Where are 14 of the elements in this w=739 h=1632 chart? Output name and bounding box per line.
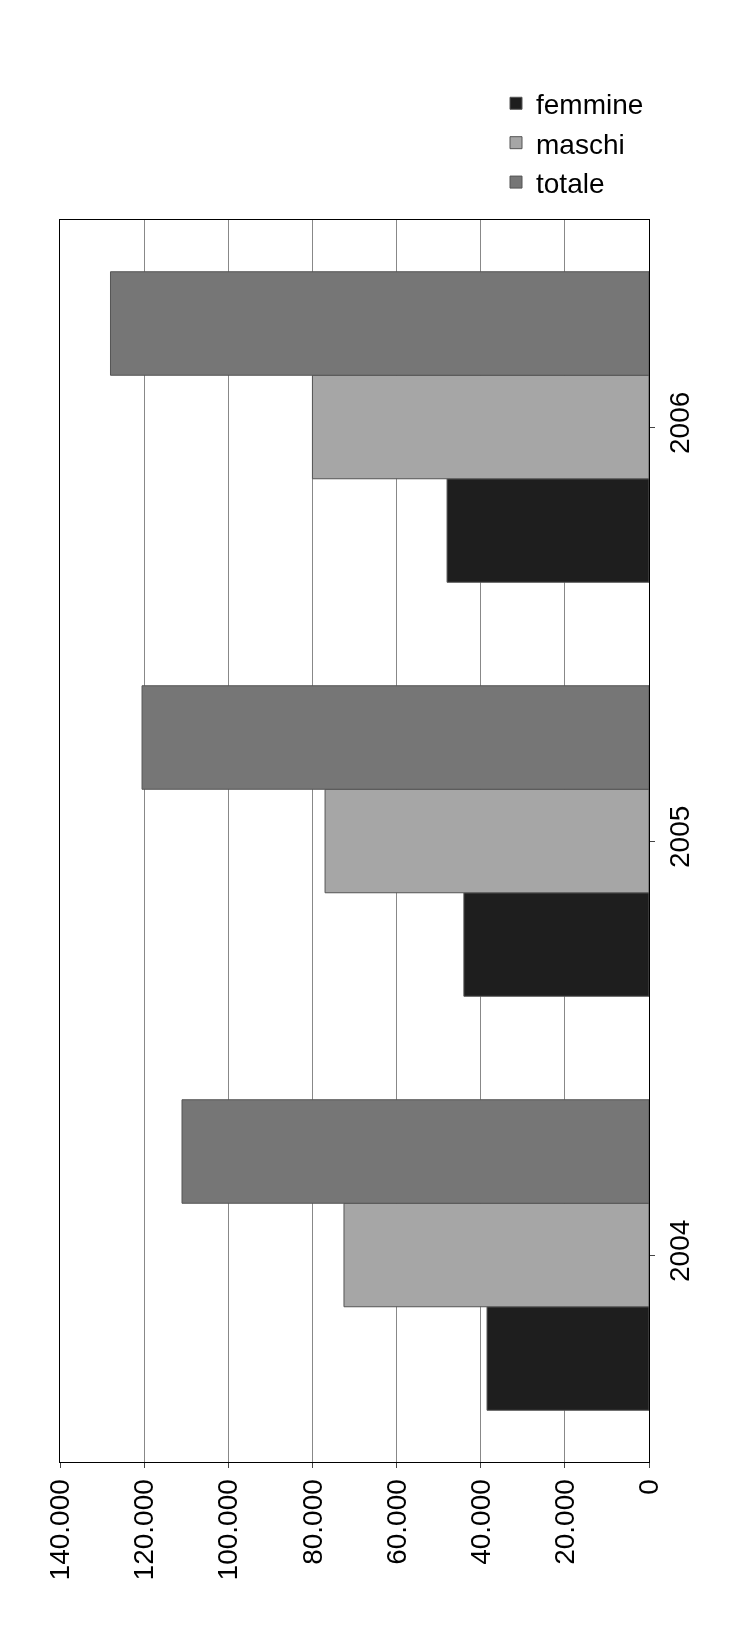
y-tick-label: 2006 — [663, 391, 695, 454]
x-tick-label: 60.000 — [380, 1479, 412, 1565]
legend-label: maschi — [536, 128, 625, 160]
y-tick-label: 2005 — [663, 805, 695, 868]
x-tick-label: 140.000 — [44, 1479, 76, 1581]
legend-label: femmine — [536, 89, 644, 121]
legend-label: totale — [536, 168, 605, 199]
x-tick-label: 80.000 — [296, 1479, 328, 1565]
x-tick-label: 0 — [633, 1479, 665, 1495]
x-tick-label: 100.000 — [212, 1479, 244, 1581]
x-tick-label: 120.000 — [128, 1479, 160, 1581]
x-tick-label: 40.000 — [464, 1479, 496, 1565]
y-tick-label: 2004 — [663, 1219, 695, 1282]
x-tick-label: 20.000 — [548, 1479, 580, 1565]
